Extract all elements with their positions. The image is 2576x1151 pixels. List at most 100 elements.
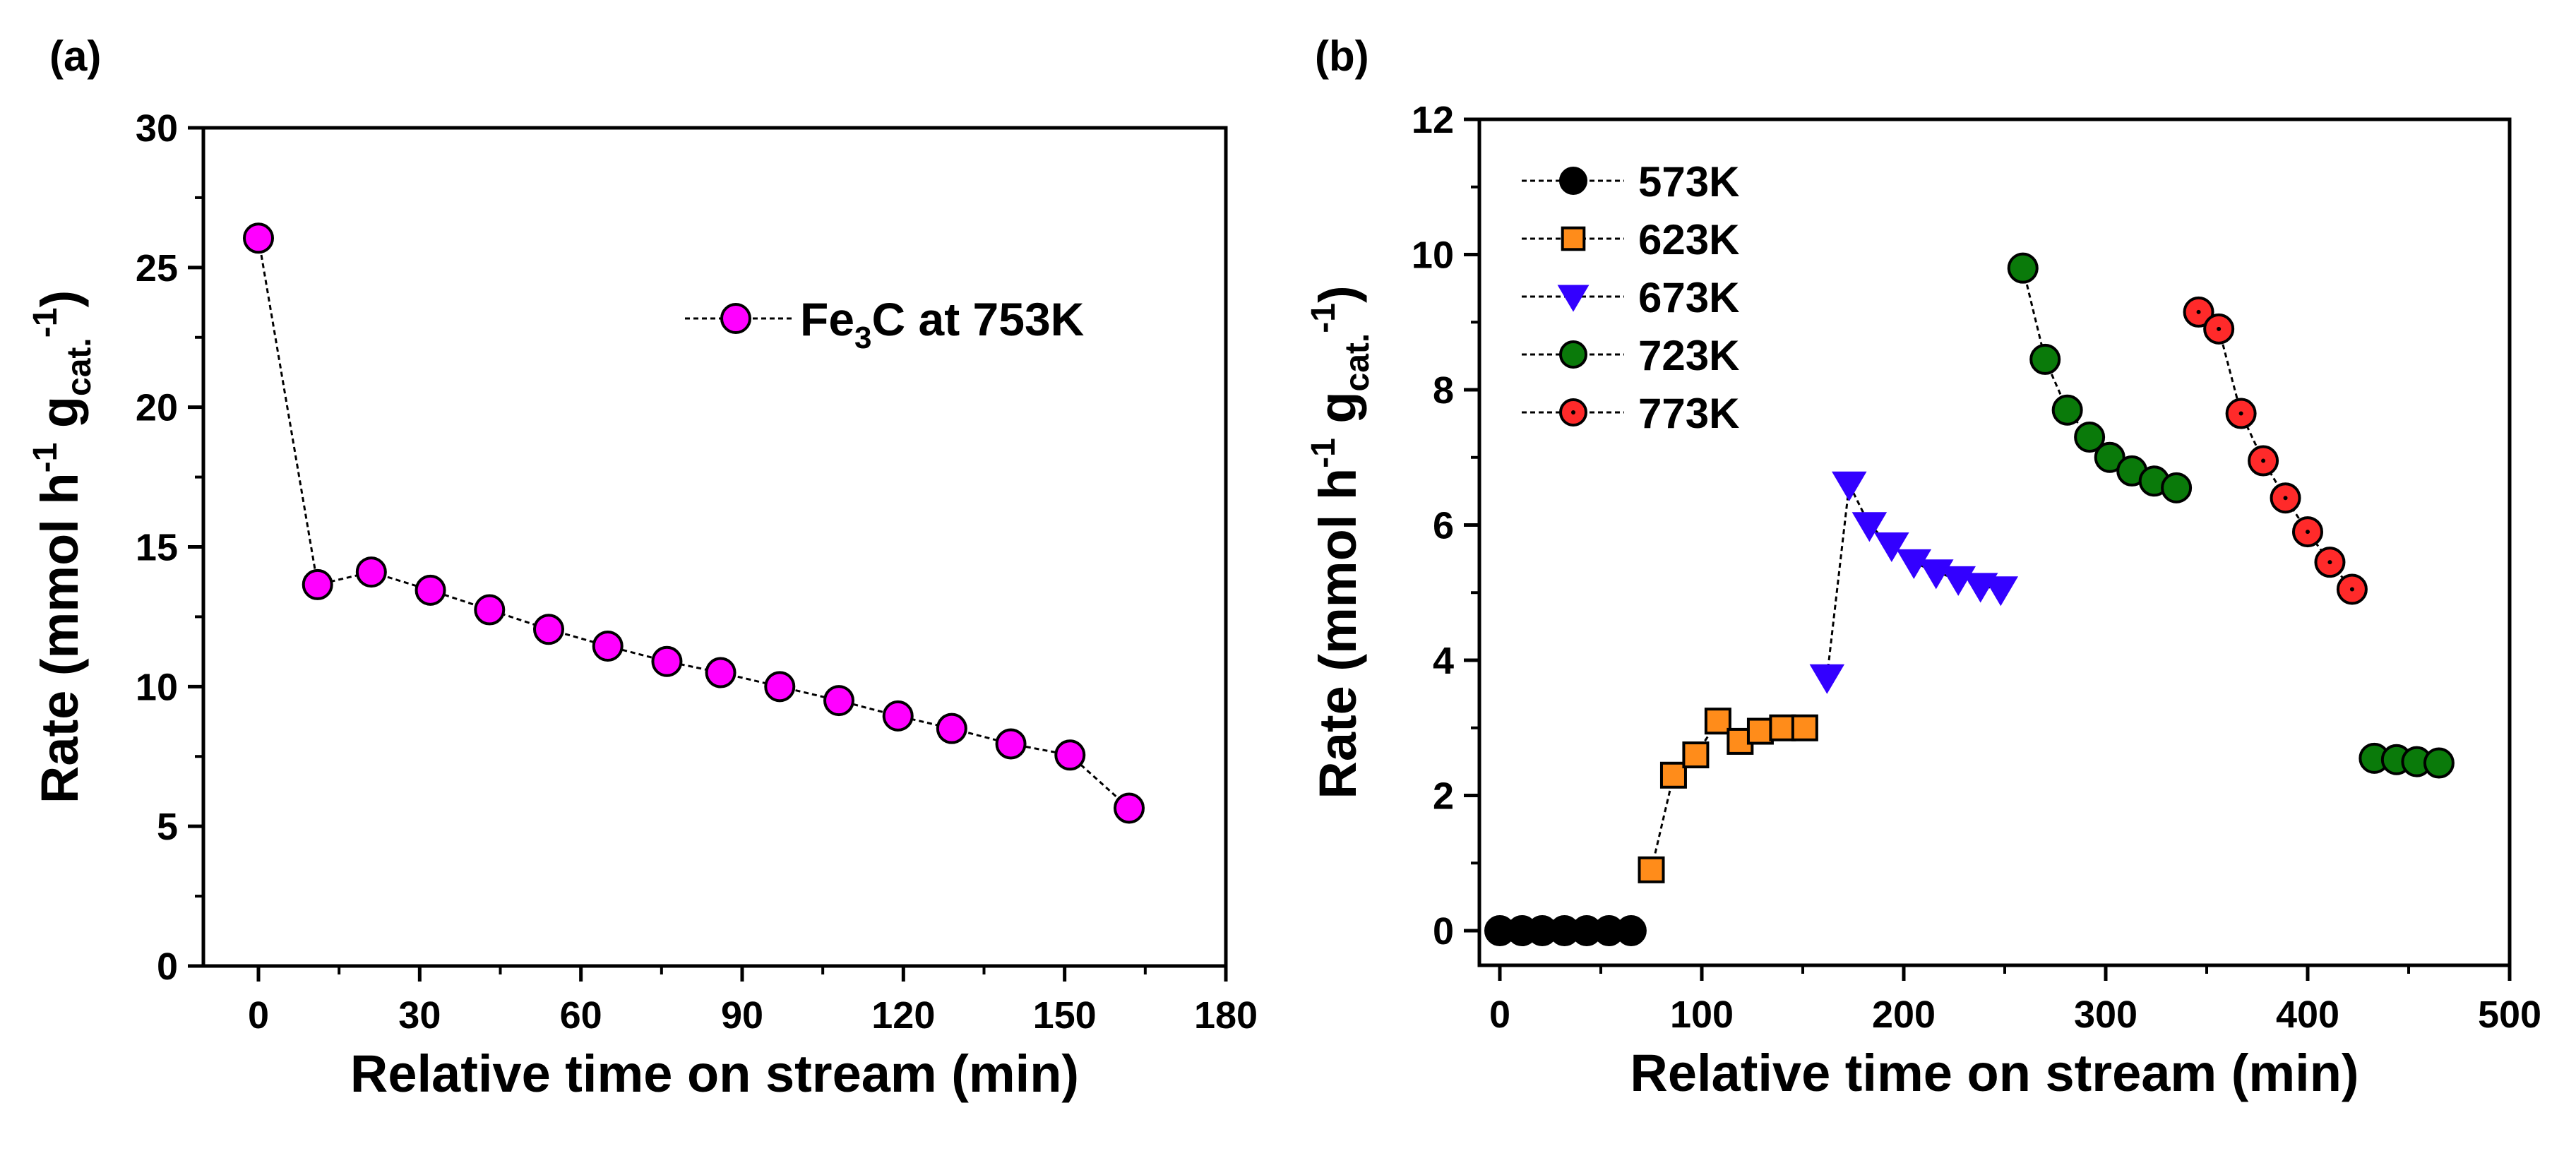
data-point	[1746, 717, 1774, 745]
x-axis-title: Relative time on stream (min)	[1630, 1044, 2359, 1102]
y-tick-label: 12	[1412, 99, 1454, 141]
data-point	[415, 574, 446, 606]
y-tick-label: 15	[136, 527, 178, 569]
plot-frame	[201, 126, 1228, 968]
data-point	[2029, 343, 2061, 375]
data-point-dot	[2196, 309, 2201, 314]
x-tick-label: 30	[398, 994, 441, 1037]
legend-label: Fe3C at 753K	[800, 293, 1085, 355]
legend-label: 773K	[1638, 390, 1739, 437]
legend: 573K 623K 673K 723K 773K	[1522, 158, 1739, 437]
data-point	[1852, 512, 1888, 542]
data-point	[243, 222, 274, 254]
y-tick-label: 5	[157, 806, 178, 848]
legend-text: 3	[854, 321, 871, 355]
legend-text: C at 753K	[872, 293, 1085, 345]
y-axis-title: Rate (mmol h-1 gcat.-1)	[27, 290, 98, 804]
data-point	[1832, 471, 1867, 501]
data-point	[1791, 714, 1818, 741]
legend: Fe3C at 753K	[685, 293, 1085, 355]
x-tick-label: 200	[1872, 994, 1936, 1036]
x-tick-label: 100	[1670, 994, 1734, 1036]
legend-marker	[1561, 226, 1586, 251]
data-point	[1114, 792, 1145, 824]
data-point	[2007, 252, 2039, 284]
data-point-dot	[2283, 496, 2288, 501]
y-axis-title: Rate (mmol h-1 gcat.-1)	[1305, 285, 1376, 799]
data-point-dot	[2327, 560, 2332, 565]
data-point	[2074, 422, 2106, 453]
data-point	[995, 728, 1027, 760]
data-point	[823, 685, 854, 717]
y-axis-title-part: -1	[1305, 303, 1342, 333]
data-point	[705, 657, 737, 688]
x-tick-label: 150	[1033, 994, 1097, 1037]
data-point-dot	[2217, 326, 2222, 331]
data-point	[474, 594, 506, 626]
data-point	[1769, 714, 1796, 741]
y-axis-title-part: -1	[27, 443, 64, 473]
x-tick-label: 60	[560, 994, 602, 1037]
legend-label: 673K	[1638, 274, 1739, 321]
data-point	[1615, 915, 1647, 946]
panel-label: (b)	[1315, 32, 1369, 80]
data-point	[592, 630, 624, 662]
y-tick-label: 30	[136, 107, 178, 150]
x-axis-title: Relative time on stream (min)	[350, 1044, 1079, 1103]
plot-frame	[1477, 117, 2512, 967]
y-tick-label: 20	[136, 387, 178, 429]
data-point	[355, 556, 387, 588]
series-fe3c-at-753k	[243, 222, 1145, 824]
legend-marker	[720, 303, 751, 334]
y-axis-title-part: g	[30, 396, 89, 443]
series-573k	[1484, 915, 1647, 946]
legend-label: 723K	[1638, 332, 1739, 379]
y-tick-label: 25	[136, 247, 178, 290]
legend-text: Fe	[800, 293, 854, 345]
legend-marker-dot	[1571, 410, 1575, 415]
y-axis-title-part: Rate (mmol h	[30, 472, 89, 804]
y-tick-label: 10	[1412, 234, 1454, 277]
data-point	[1659, 761, 1687, 789]
series-673k	[1809, 471, 2019, 694]
x-tick-label: 120	[871, 994, 935, 1037]
data-point	[2051, 394, 2083, 426]
data-point-dot	[2349, 587, 2354, 592]
x-tick-label: 0	[1489, 994, 1510, 1036]
legend-marker	[1559, 340, 1587, 369]
data-point	[1054, 739, 1086, 771]
series-723k-late-	[2359, 742, 2455, 779]
data-point	[1638, 856, 1665, 883]
y-axis-title-part: )	[1308, 285, 1367, 303]
data-point	[2094, 441, 2125, 473]
data-point-dot	[2306, 530, 2310, 535]
x-tick-label: 0	[248, 994, 269, 1037]
y-axis-title-part: cat.	[61, 338, 98, 396]
x-tick-label: 400	[2276, 994, 2339, 1036]
y-tick-label: 10	[136, 666, 178, 708]
data-point	[1809, 664, 1845, 694]
y-tick-label: 4	[1433, 640, 1454, 682]
chart-panel-b: (b) 0 100 200 300 400 500 0 2 4 6 8 10 12 Relative tim…	[1305, 32, 2541, 1102]
data-point	[2161, 472, 2193, 503]
y-axis-title-part: cat.	[1339, 333, 1376, 392]
x-tick-label: 90	[721, 994, 763, 1037]
data-point	[302, 568, 333, 600]
data-point	[764, 671, 796, 703]
data-point	[936, 712, 967, 744]
y-tick-label: 6	[1433, 505, 1454, 547]
x-tick-label: 300	[2074, 994, 2137, 1036]
y-tick-label: 2	[1433, 775, 1454, 818]
legend-label: 573K	[1638, 158, 1739, 205]
y-tick-label: 8	[1433, 369, 1454, 412]
y-axis-title-part: Rate (mmol h	[1308, 468, 1367, 799]
x-tick-label: 180	[1194, 994, 1258, 1037]
series-723k	[2007, 252, 2193, 503]
data-point	[651, 645, 683, 677]
legend-marker	[1557, 285, 1590, 312]
series-773k	[2183, 296, 2368, 605]
legend-marker	[1559, 167, 1587, 195]
data-point	[1874, 532, 1909, 563]
data-point	[1682, 741, 1710, 769]
